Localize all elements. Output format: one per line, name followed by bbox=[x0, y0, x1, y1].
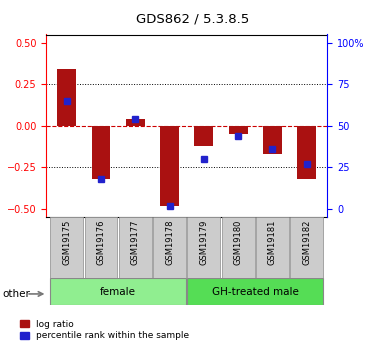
Text: GSM19182: GSM19182 bbox=[302, 220, 311, 265]
Bar bbox=[194, 126, 213, 146]
Text: GSM19179: GSM19179 bbox=[199, 220, 208, 265]
Text: GSM19180: GSM19180 bbox=[234, 220, 243, 265]
Text: GSM19176: GSM19176 bbox=[97, 220, 105, 265]
Bar bbox=[222, 217, 254, 278]
Bar bbox=[297, 126, 316, 179]
Bar bbox=[50, 217, 83, 278]
Text: female: female bbox=[100, 287, 136, 296]
Bar bbox=[229, 126, 248, 134]
Text: other: other bbox=[2, 289, 30, 299]
Bar bbox=[50, 278, 186, 305]
Bar bbox=[290, 217, 323, 278]
Bar bbox=[187, 278, 323, 305]
Text: GSM19181: GSM19181 bbox=[268, 220, 277, 265]
Text: GSM19175: GSM19175 bbox=[62, 220, 71, 265]
Legend: log ratio, percentile rank within the sample: log ratio, percentile rank within the sa… bbox=[20, 320, 189, 341]
Text: GH-treated male: GH-treated male bbox=[212, 287, 299, 296]
Bar bbox=[57, 69, 76, 126]
Text: GSM19177: GSM19177 bbox=[131, 220, 140, 265]
Bar bbox=[263, 126, 282, 154]
Bar bbox=[126, 119, 145, 126]
Bar bbox=[119, 217, 152, 278]
Text: GSM19178: GSM19178 bbox=[165, 220, 174, 265]
Bar bbox=[187, 217, 220, 278]
Bar bbox=[153, 217, 186, 278]
Bar bbox=[92, 126, 110, 179]
Bar bbox=[160, 126, 179, 206]
Bar bbox=[85, 217, 117, 278]
Bar bbox=[256, 217, 289, 278]
Text: GDS862 / 5.3.8.5: GDS862 / 5.3.8.5 bbox=[136, 12, 249, 25]
